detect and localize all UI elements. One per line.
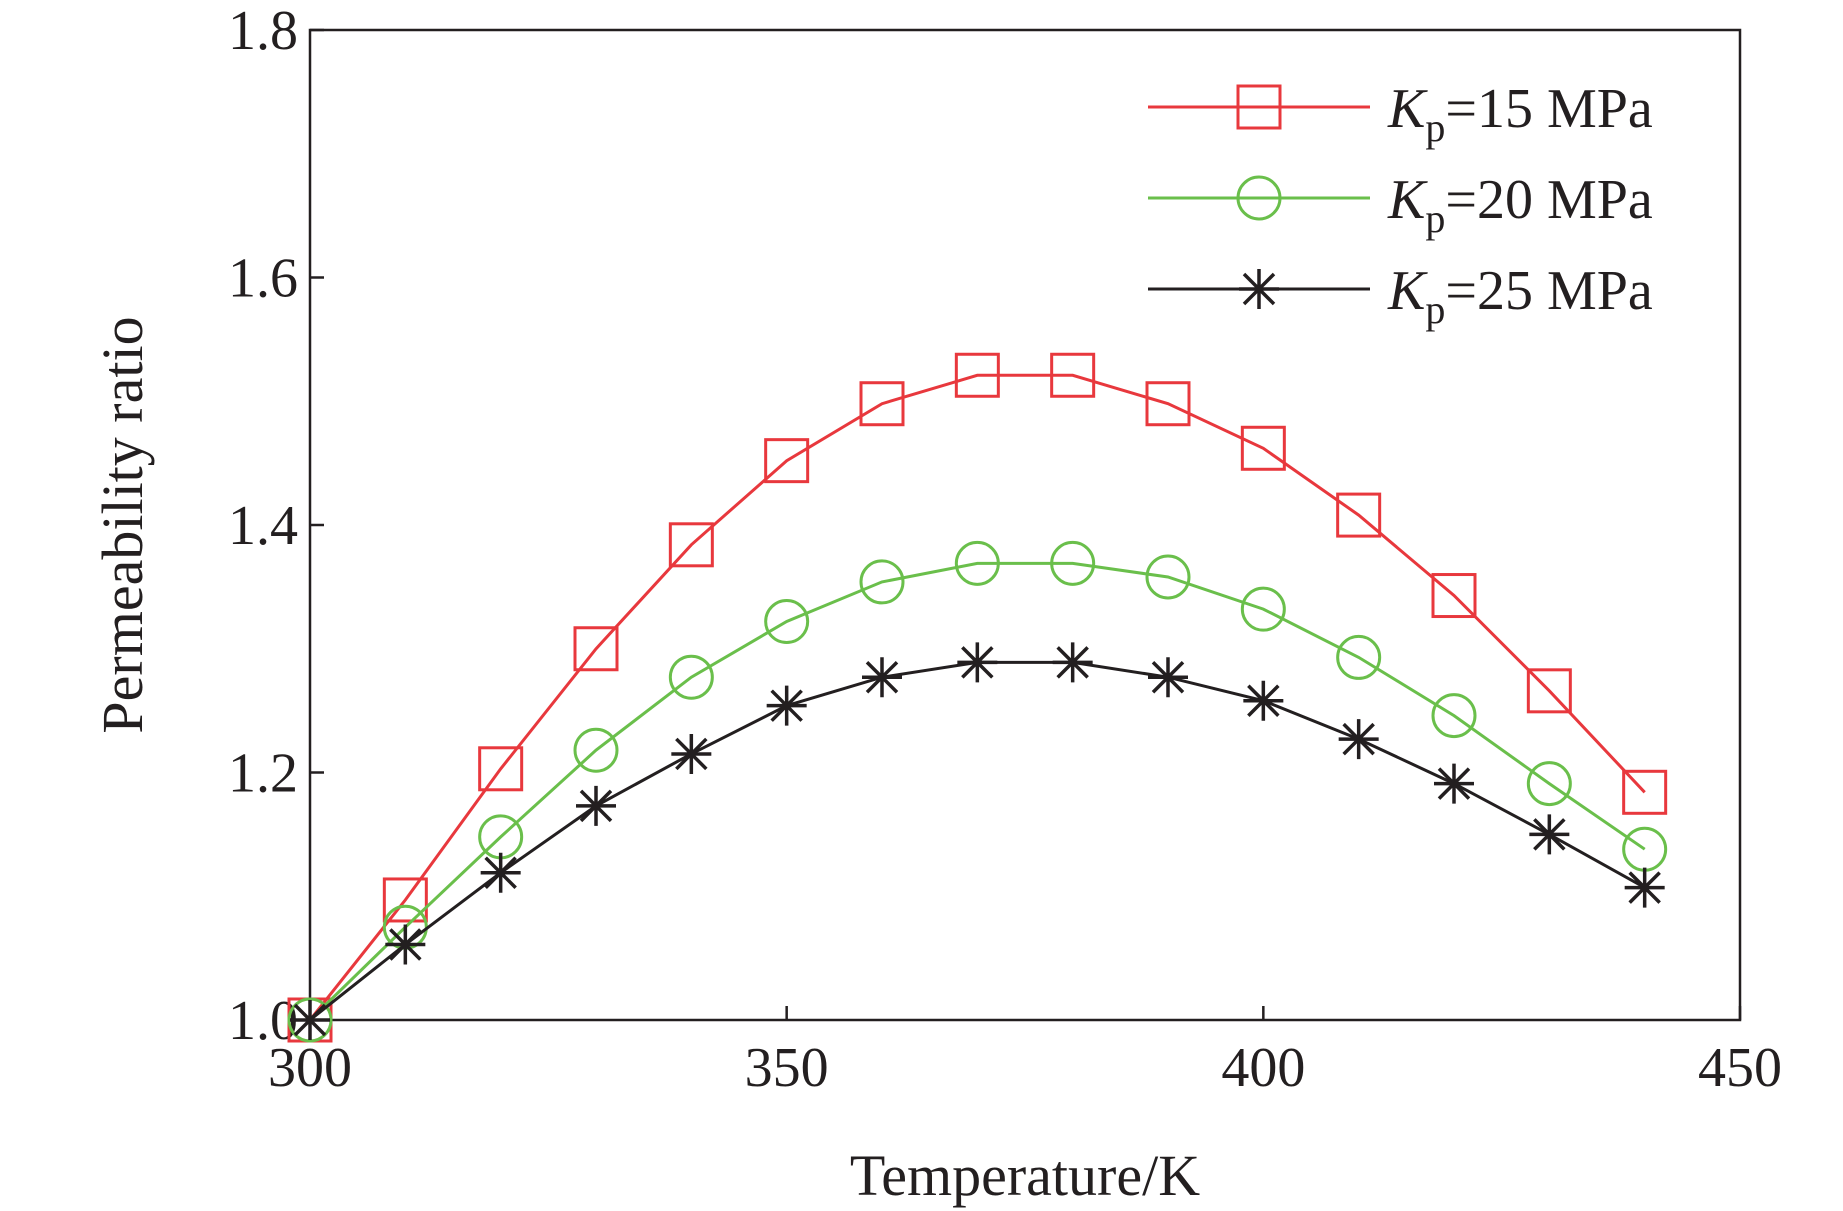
circle-marker <box>287 997 333 1043</box>
circle-marker <box>1240 586 1286 632</box>
ticks: 300 350 400 450 1.0 1.2 1.4 1.6 1.8 <box>228 0 1782 1099</box>
square-marker <box>1240 425 1286 471</box>
x-tick-label: 300 <box>268 1037 352 1099</box>
square-marker <box>478 746 524 792</box>
asterisk-marker <box>1052 642 1093 683</box>
circle-marker <box>954 540 1000 586</box>
square-marker <box>1526 668 1572 714</box>
asterisk-marker <box>1434 763 1474 804</box>
asterisk-marker <box>385 924 426 965</box>
y-tick-label: 1.0 <box>228 990 298 1052</box>
asterisk-marker <box>671 733 712 774</box>
circle-marker <box>668 654 714 700</box>
legend-subscript: p <box>1425 287 1445 332</box>
legend-entry-3: Kp=25 MPa <box>1148 260 1653 332</box>
asterisk-marker <box>1529 814 1570 855</box>
square-marker <box>1145 381 1191 427</box>
legend-value: =20 MPa <box>1445 169 1653 231</box>
legend-value: =15 MPa <box>1445 78 1653 140</box>
y-tick-label: 1.8 <box>228 0 298 62</box>
x-tick-label: 400 <box>1221 1037 1305 1099</box>
square-marker <box>668 522 714 568</box>
asterisk-marker <box>766 685 807 726</box>
legend-k: K <box>1387 169 1428 231</box>
asterisk-marker <box>957 642 998 683</box>
circle-marker <box>1431 693 1477 739</box>
square-marker <box>1236 84 1282 130</box>
legend-subscript: p <box>1425 196 1445 241</box>
asterisk-marker <box>1624 867 1665 908</box>
legend-entry-2: Kp=20 MPa <box>1148 169 1653 241</box>
circle-marker <box>1050 540 1096 586</box>
square-marker <box>1431 573 1477 619</box>
square-marker <box>573 626 619 672</box>
y-tick-label: 1.4 <box>228 495 298 557</box>
series-line <box>308 373 1646 1021</box>
legend-entry-1: Kp=15 MPa <box>1148 78 1653 150</box>
series-layer <box>287 352 1668 1043</box>
square-marker <box>1050 352 1096 398</box>
asterisk-marker <box>576 785 616 826</box>
asterisk-marker <box>1148 657 1188 698</box>
y-tick-label: 1.6 <box>228 248 298 310</box>
series-line <box>309 660 1646 1022</box>
y-axis-title: Permeability ratio <box>90 316 155 733</box>
circle-marker <box>1236 175 1282 221</box>
legend-k: K <box>1387 260 1428 322</box>
square-marker <box>1336 492 1382 538</box>
legend-label: Kp=25 MPa <box>1387 260 1653 332</box>
asterisk-marker <box>862 657 902 698</box>
series-1 <box>287 352 1668 1043</box>
legend-k: K <box>1387 78 1428 140</box>
x-tick-label: 450 <box>1698 1037 1782 1099</box>
legend-label: Kp=20 MPa <box>1387 169 1653 241</box>
x-axis-title: Temperature/K <box>850 1143 1200 1208</box>
circle-marker <box>573 727 619 773</box>
y-tick-label: 1.2 <box>228 743 298 805</box>
square-marker <box>954 352 1000 398</box>
legend-label: Kp=15 MPa <box>1387 78 1653 150</box>
circle-marker <box>1336 634 1382 680</box>
asterisk-marker <box>1243 680 1284 721</box>
square-marker <box>764 438 810 484</box>
square-marker <box>382 877 428 923</box>
square-marker <box>859 381 905 427</box>
series-line <box>308 561 1646 1022</box>
legend-value: =25 MPa <box>1445 260 1653 322</box>
legend-subscript: p <box>1425 105 1445 150</box>
asterisk-marker <box>1239 269 1279 309</box>
circle-marker <box>764 599 810 645</box>
series-3 <box>290 642 1665 1040</box>
circle-marker <box>1145 554 1191 600</box>
square-marker <box>1622 769 1668 815</box>
asterisk-marker <box>480 852 521 893</box>
asterisk-marker <box>1338 719 1379 760</box>
circle-marker <box>1526 761 1572 807</box>
asterisk-marker <box>290 1000 330 1040</box>
circle-marker <box>859 559 905 605</box>
x-tick-label: 350 <box>745 1037 829 1099</box>
